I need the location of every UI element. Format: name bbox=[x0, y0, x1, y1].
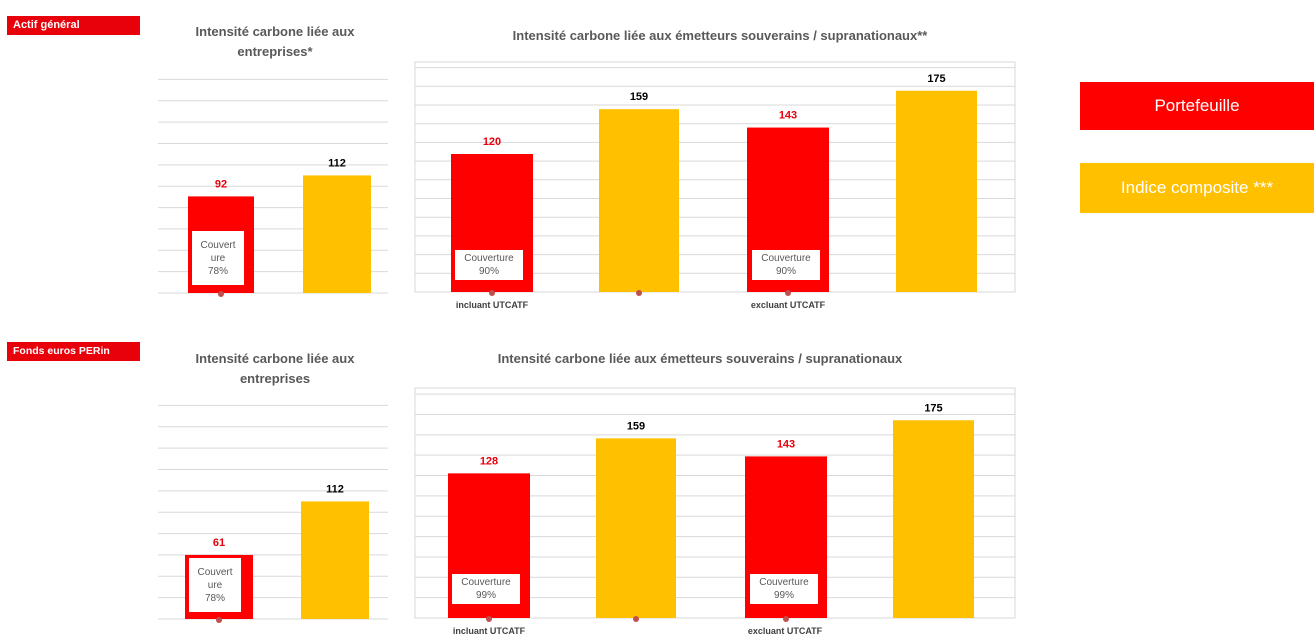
axis-marker bbox=[633, 616, 639, 622]
data-label: 61 bbox=[213, 537, 225, 549]
coverage-line: Couvert bbox=[197, 566, 233, 578]
axis-marker bbox=[216, 617, 222, 623]
coverage-line: 90% bbox=[775, 266, 796, 277]
data-label: 143 bbox=[777, 438, 795, 450]
bar-index bbox=[599, 109, 679, 293]
data-label: 175 bbox=[924, 402, 942, 414]
coverage-box: Couverture 99% bbox=[750, 574, 818, 604]
category-label: incluant UTCATF bbox=[453, 626, 526, 636]
chart-corp-fonds-euros: 61 112 bbox=[158, 404, 388, 623]
category-label: excluant UTCATF bbox=[748, 626, 823, 636]
coverage-line: Couverture bbox=[759, 577, 809, 588]
coverage-line: 99% bbox=[773, 590, 794, 601]
coverage-line: ure bbox=[207, 579, 223, 591]
coverage-line: 78% bbox=[207, 265, 228, 277]
coverage-line: ure bbox=[210, 252, 226, 264]
chart-title-sov-1: Intensité carbone liée aux émetteurs sou… bbox=[512, 28, 928, 43]
coverage-box: Couverture 99% bbox=[452, 574, 520, 604]
category-label: incluant UTCATF bbox=[456, 300, 529, 310]
coverage-box: Couvert ure 78% bbox=[189, 558, 241, 612]
axis-marker bbox=[785, 290, 791, 296]
category-label: excluant UTCATF bbox=[751, 300, 826, 310]
data-label: 120 bbox=[483, 136, 501, 148]
axis-marker bbox=[489, 290, 495, 296]
data-label: 143 bbox=[779, 110, 797, 122]
coverage-box: Couverture 90% bbox=[455, 250, 523, 280]
bar-index bbox=[896, 90, 977, 292]
coverage-line: Couvert bbox=[200, 239, 236, 251]
legend-portfolio: Portefeuille bbox=[1080, 82, 1314, 130]
coverage-line: Couverture bbox=[461, 577, 511, 588]
chart-title-sov-2: Intensité carbone liée aux émetteurs sou… bbox=[497, 351, 903, 366]
coverage-line: 90% bbox=[478, 266, 499, 277]
data-label: 159 bbox=[630, 91, 648, 103]
data-label: 112 bbox=[328, 157, 346, 169]
coverage-line: Couverture bbox=[464, 253, 514, 264]
axis-marker bbox=[783, 616, 789, 622]
axis-marker bbox=[218, 291, 224, 297]
bar-index bbox=[303, 175, 371, 293]
data-label: 92 bbox=[215, 178, 227, 190]
section-tag-actif-general: Actif général bbox=[7, 16, 140, 35]
legend-index: Indice composite *** bbox=[1080, 163, 1314, 213]
coverage-line: 99% bbox=[475, 590, 496, 601]
coverage-line: Couverture bbox=[761, 253, 811, 264]
bar-index bbox=[301, 501, 369, 619]
coverage-box: Couvert ure 78% bbox=[192, 231, 244, 285]
data-label: 159 bbox=[627, 420, 645, 432]
coverage-line: 78% bbox=[204, 592, 225, 604]
data-label: 128 bbox=[480, 455, 498, 467]
data-label: 112 bbox=[326, 483, 344, 495]
chart-title-corp-1: Intensité carbone liée aux entreprises* bbox=[195, 24, 355, 59]
section-tag-fonds-euros: Fonds euros PERin bbox=[7, 342, 140, 361]
chart-title-corp-2: Intensité carbone liée aux entreprises bbox=[195, 351, 355, 386]
axis-marker bbox=[636, 290, 642, 296]
chart-sov-actif-general: 120 159 143 175 incluant UTCATF excluant UTCA… bbox=[414, 61, 1016, 310]
data-label: 175 bbox=[927, 73, 945, 85]
axis-marker bbox=[486, 616, 492, 622]
bar-index bbox=[893, 420, 974, 618]
coverage-box: Couverture 90% bbox=[752, 250, 820, 280]
bar-index bbox=[596, 438, 676, 618]
